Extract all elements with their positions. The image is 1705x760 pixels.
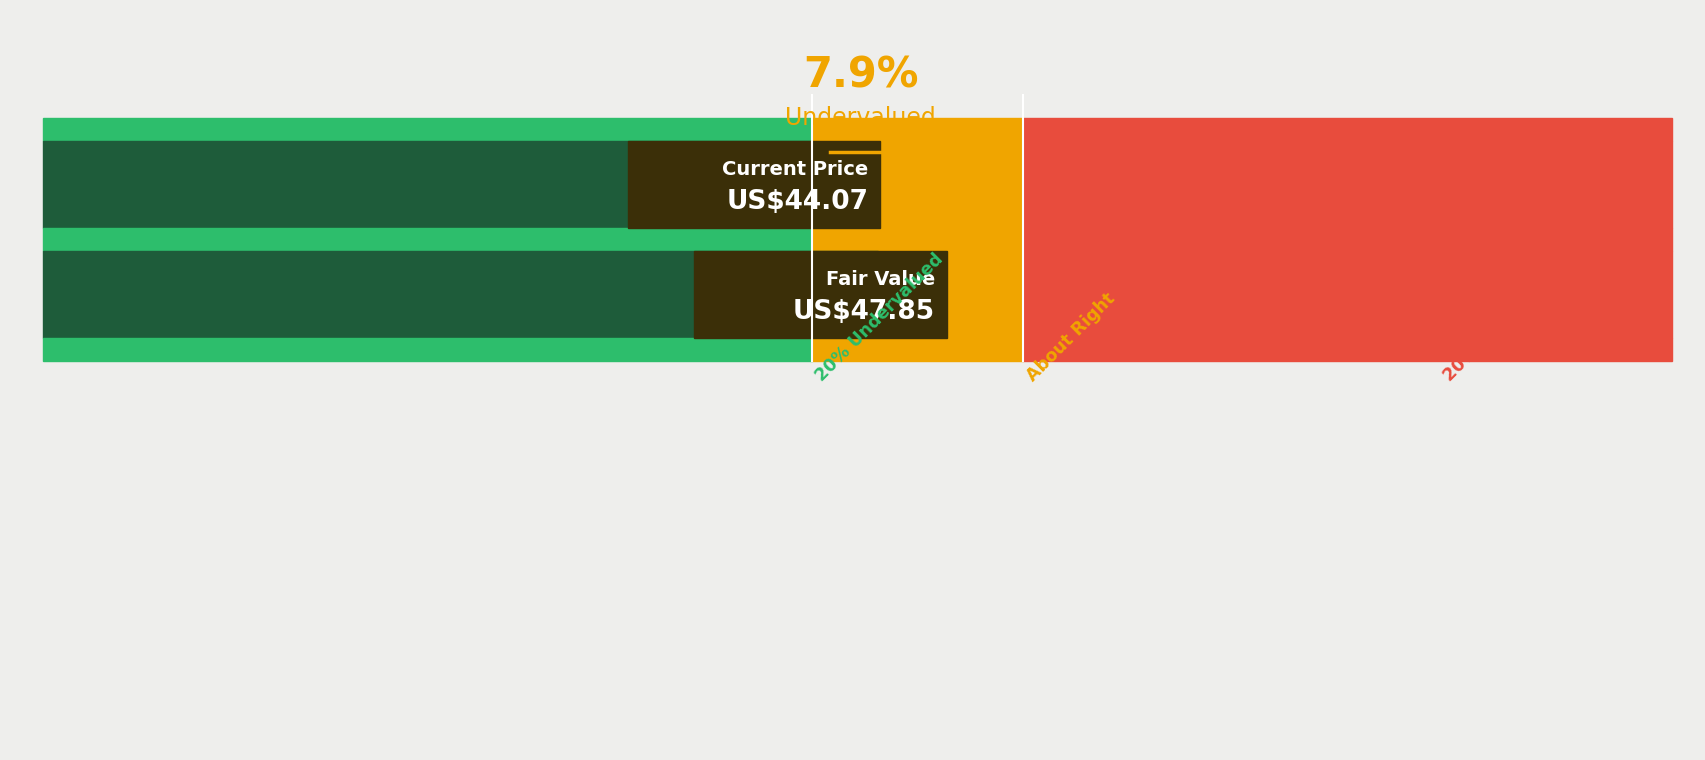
Bar xyxy=(694,251,946,338)
Text: US$44.07: US$44.07 xyxy=(726,188,868,215)
Bar xyxy=(43,228,812,251)
Text: Current Price: Current Price xyxy=(721,160,868,179)
Bar xyxy=(812,338,1023,361)
Bar xyxy=(1023,141,1671,228)
Bar xyxy=(1023,251,1671,338)
Text: Undervalued: Undervalued xyxy=(784,106,936,130)
Text: 7.9%: 7.9% xyxy=(803,55,917,97)
Bar xyxy=(43,141,812,228)
Bar xyxy=(43,118,812,141)
Text: Fair Value: Fair Value xyxy=(825,270,934,289)
Bar xyxy=(1023,338,1671,361)
Bar xyxy=(812,118,1023,141)
Bar xyxy=(812,228,1023,251)
Text: About Right: About Right xyxy=(1023,290,1118,385)
Bar xyxy=(43,251,878,338)
Text: 20% Undervalued: 20% Undervalued xyxy=(812,250,946,385)
Bar xyxy=(1023,118,1671,141)
Text: 20% Overvalued: 20% Overvalued xyxy=(1439,259,1565,385)
Bar xyxy=(43,338,812,361)
Bar xyxy=(812,141,1023,228)
Bar xyxy=(1023,228,1671,251)
Text: US$47.85: US$47.85 xyxy=(793,299,934,325)
Bar xyxy=(627,141,880,228)
Bar xyxy=(878,251,1023,338)
